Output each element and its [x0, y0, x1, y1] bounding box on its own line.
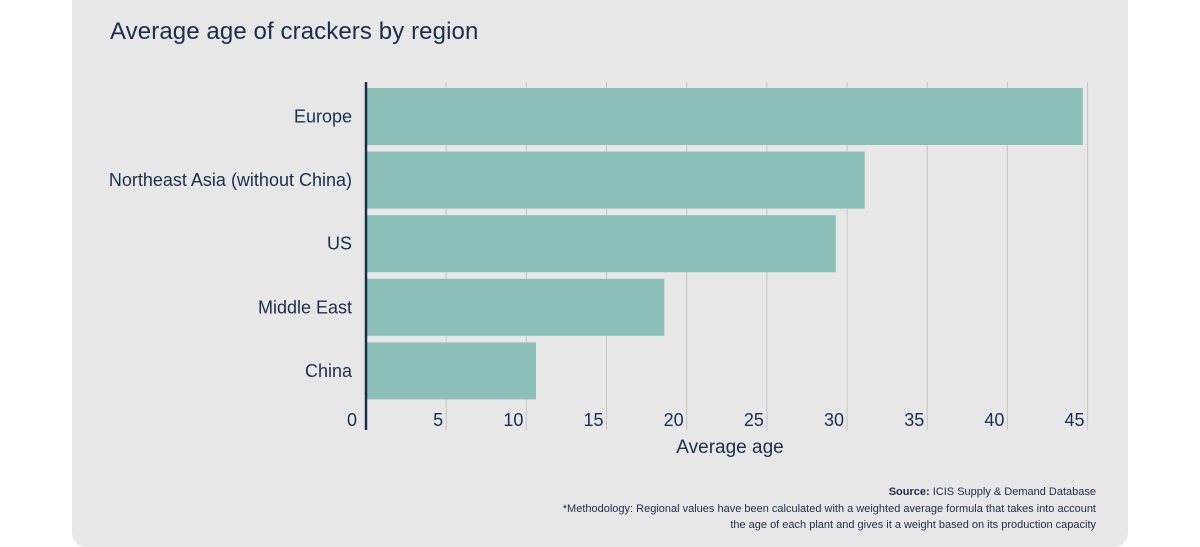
category-label-us: US	[327, 234, 352, 254]
bar-northeast-asia-without-china	[366, 151, 865, 209]
bar-china	[366, 342, 536, 400]
bar-middle-east	[366, 278, 665, 336]
source-line: Source: ICIS Supply & Demand Database	[563, 484, 1096, 501]
category-label-northeast-asia-without-china: Northeast Asia (without China)	[109, 170, 352, 190]
x-tick-label-10: 10	[503, 410, 523, 430]
methodology-line-1: *Methodology: Regional values have been …	[562, 502, 1096, 515]
source-label: Source:	[888, 486, 930, 498]
x-tick-label-45: 45	[1065, 410, 1085, 430]
bar-us	[366, 215, 836, 273]
x-tick-label-40: 40	[984, 410, 1004, 430]
chart-footnote: Source: ICIS Supply & Demand Database *M…	[563, 484, 1096, 534]
category-label-europe: Europe	[294, 107, 352, 127]
x-tick-label-35: 35	[904, 410, 924, 430]
category-label-china: China	[305, 361, 353, 381]
x-tick-label-15: 15	[583, 410, 603, 430]
x-tick-label-20: 20	[664, 410, 684, 430]
x-axis-title: Average age	[676, 437, 783, 458]
x-tick-label-30: 30	[824, 410, 844, 430]
methodology-line-2: the age of each plant and gives it a wei…	[730, 519, 1096, 531]
x-tick-label-5: 5	[433, 410, 443, 430]
source-text: ICIS Supply & Demand Database	[929, 486, 1096, 498]
chart-title: Average age of crackers by region	[110, 18, 479, 45]
category-label-middle-east: Middle East	[258, 297, 352, 317]
bar-europe	[366, 88, 1083, 145]
x-tick-label-25: 25	[744, 410, 764, 430]
x-tick-label-0: 0	[347, 410, 357, 430]
